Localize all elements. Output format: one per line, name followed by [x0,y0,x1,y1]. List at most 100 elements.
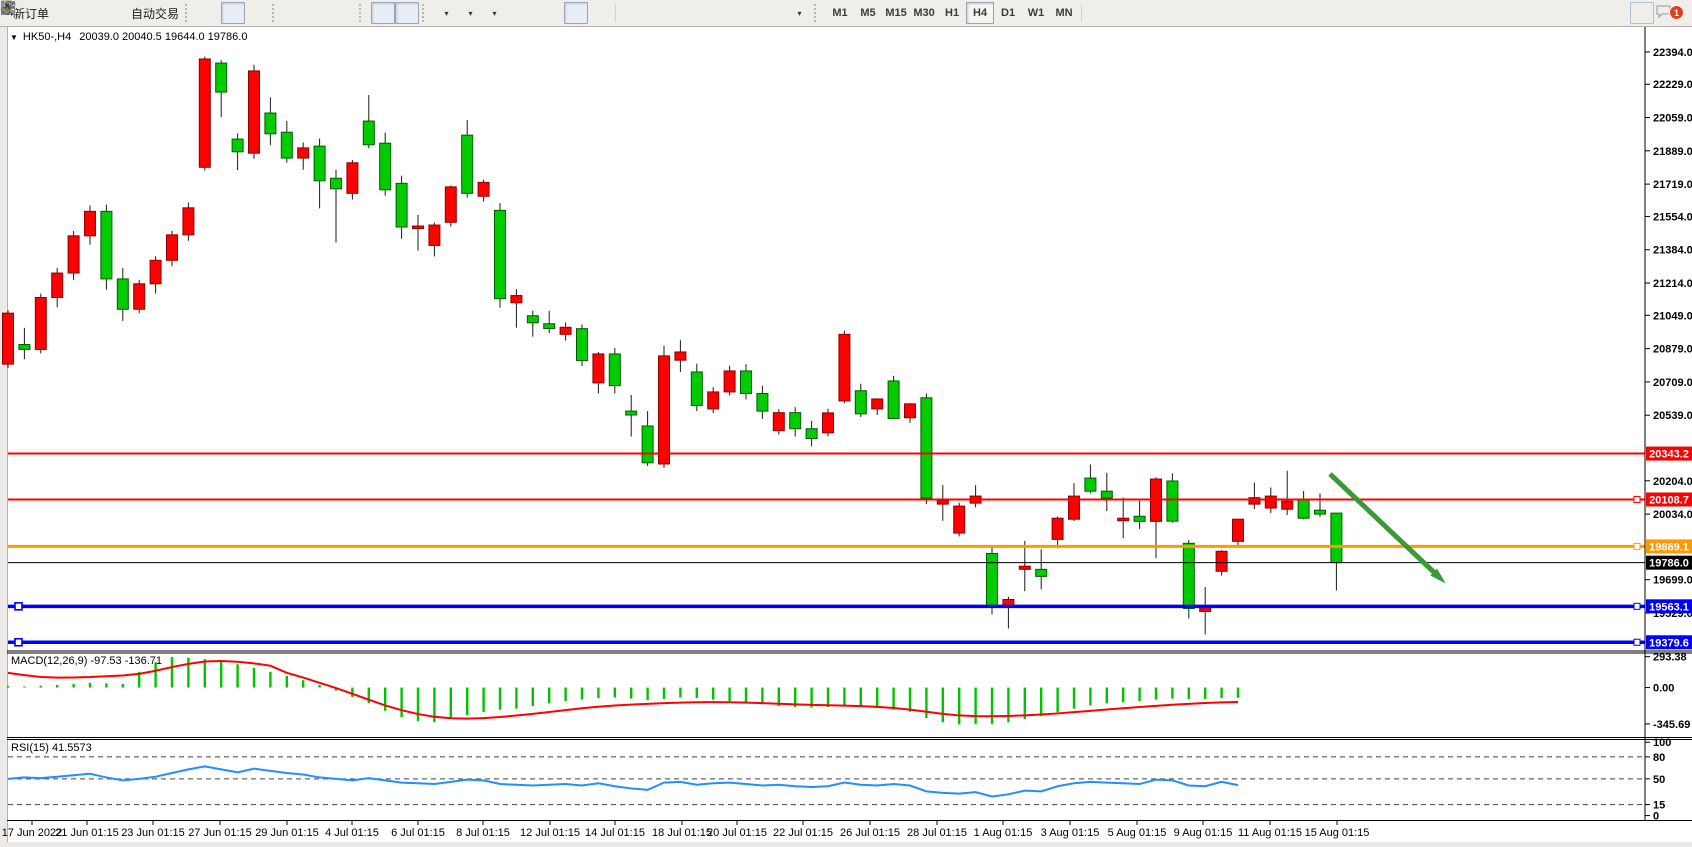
svg-text:0: 0 [1653,811,1659,823]
candle [1100,490,1113,499]
notification-badge: 1 [1669,5,1684,20]
candle [379,142,392,191]
period-m15-button[interactable]: M15 [885,7,907,19]
svg-text:20343.2: 20343.2 [1649,449,1689,461]
period-h1-button[interactable]: H1 [945,7,960,19]
svg-text:28 Jul 01:15: 28 Jul 01:15 [907,827,967,839]
period-h4-button[interactable]: H4 [966,2,995,24]
vertical-line-tool-button[interactable] [7,2,643,24]
candle [412,225,424,230]
auto-scroll-button[interactable] [1,2,396,24]
period-m30-button[interactable]: M30 [913,7,935,19]
cursor-tool-button[interactable] [4,0,589,24]
community-button[interactable] [2,1,100,24]
candle [707,391,720,410]
svg-text:293.38: 293.38 [1653,652,1687,664]
rsi-indicator-label: RSI(15) 41.5573 [11,742,92,754]
svg-text:100: 100 [1653,737,1671,749]
svg-text:19379.6: 19379.6 [1649,637,1689,649]
line-handle[interactable] [1633,495,1641,503]
label-tool-button[interactable]: T [1,2,787,24]
candle [822,412,834,434]
indicators-button[interactable]: ▾ [1,1,458,24]
candle [740,370,752,394]
period-m5-button[interactable]: M5 [860,7,876,19]
crosshair-tool-button[interactable] [1,1,612,24]
horizontal-lines-layer[interactable] [8,452,1645,647]
candle [986,552,998,607]
zoom-out-button[interactable] [1,1,332,24]
candle [2,312,14,365]
svg-text:20204.0: 20204.0 [1653,476,1692,488]
candle [215,62,228,93]
candle [84,210,96,237]
line-handle[interactable] [1633,638,1641,646]
candle [280,131,293,159]
candle [510,295,523,304]
tile-windows-button[interactable] [1,2,356,24]
candle [1281,500,1294,510]
macd-signal-line [7,660,1239,720]
svg-text:21384.0: 21384.0 [1653,245,1692,257]
toolbar-grip [272,4,281,22]
svg-text:19869.1: 19869.1 [1649,541,1689,553]
candle [559,326,572,335]
signals-button[interactable] [1,2,124,24]
svg-text:-345.69: -345.69 [1653,719,1690,731]
candle [133,283,146,310]
candle [428,224,441,246]
period-d1-button[interactable]: D1 [1001,7,1016,19]
line-chart-button[interactable] [1,2,269,24]
line-handle[interactable] [14,602,23,611]
chat-button[interactable]: 1 [1654,2,1684,24]
candle [1330,512,1343,564]
periods-button[interactable]: ▾ [1,1,482,24]
toolbar-grip [359,4,368,22]
fibonacci-tool-button[interactable]: F [2,2,739,24]
candle [1035,568,1048,577]
line-handle[interactable] [1633,602,1641,610]
period-m1-button[interactable]: M1 [832,7,848,19]
svg-text:22 Jul 01:15: 22 Jul 01:15 [773,827,833,839]
candle [592,353,605,384]
autotrade-button[interactable]: 自动交易 [2,2,182,24]
line-handle[interactable] [14,637,23,647]
candlestick-chart-button[interactable] [2,1,246,24]
candle [1051,517,1064,540]
chart-dropdown-icon[interactable]: ▼ [10,32,18,42]
svg-text:21554.0: 21554.0 [1653,211,1692,223]
svg-text:21889.0: 21889.0 [1653,146,1692,158]
gold-tool-button[interactable] [2,2,76,24]
search-button[interactable] [1,1,1654,24]
svg-text:19786.0: 19786.0 [1649,558,1689,570]
trend-arrow-annotation[interactable] [1328,472,1446,584]
svg-text:22059.0: 22059.0 [1653,113,1692,125]
svg-text:80: 80 [1653,752,1665,764]
candle [608,353,621,387]
candle [1232,518,1244,542]
trendline-tool-button[interactable] [1,2,691,24]
zoom-in-button[interactable] [1,1,308,24]
candle [674,351,687,361]
text-tool-button[interactable]: A [4,2,763,24]
candle [887,380,900,420]
line-handle[interactable] [1633,542,1641,550]
period-w1-button[interactable]: W1 [1027,7,1045,19]
candle [772,412,785,432]
period-mn-button[interactable]: MN [1055,7,1073,19]
channel-tool-button[interactable]: E [0,1,715,24]
autotrade-label: 自动交易 [131,6,180,21]
bar-chart-button[interactable] [2,2,221,24]
candle [1215,550,1228,572]
svg-text:8 Jul 01:15: 8 Jul 01:15 [456,827,510,839]
candle [1068,495,1080,520]
chevron-down-icon: ▾ [797,8,802,18]
svg-text:14 Jul 01:15: 14 Jul 01:15 [585,827,645,839]
candle [641,425,654,464]
templates-button[interactable]: ▾ [1,2,506,24]
horizontal-line-tool-button[interactable] [2,2,667,24]
chart-shift-button[interactable] [1,2,420,24]
arrows-tool-button[interactable]: ▾ [2,2,811,24]
candle [543,323,556,329]
